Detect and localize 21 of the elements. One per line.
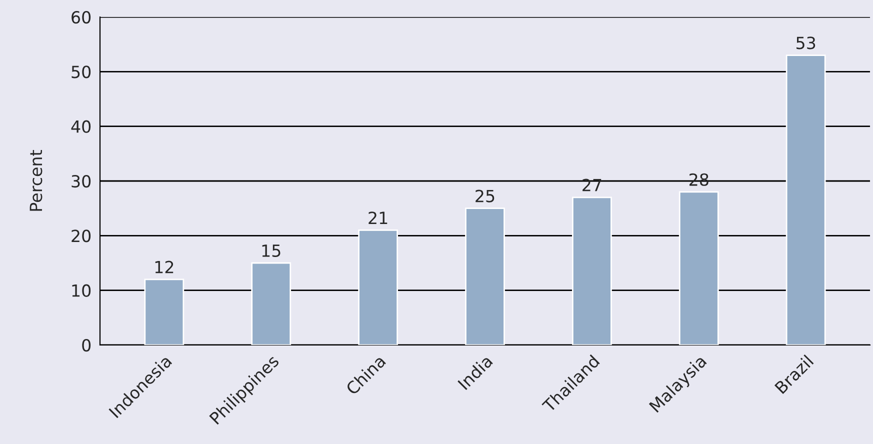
- bar: [251, 262, 292, 345]
- y-tick-label: 40: [71, 120, 91, 133]
- y-tick-label: 30: [72, 174, 91, 188]
- y-tick-label: 50: [72, 66, 91, 78]
- data-label: 27: [582, 178, 602, 192]
- bar: [358, 230, 398, 345]
- y-tick-label: 0: [82, 338, 91, 352]
- bar: [678, 191, 719, 345]
- data-label: 15: [262, 244, 280, 257]
- bar: [786, 54, 826, 345]
- y-axis-title: Percent: [30, 150, 42, 211]
- data-label: 25: [476, 190, 494, 202]
- y-tick-label: 20: [72, 230, 91, 242]
- data-label: 53: [796, 36, 816, 50]
- bar: [572, 196, 612, 345]
- y-tick-label: 60: [72, 10, 91, 24]
- bar: [465, 208, 505, 345]
- bar: [144, 278, 184, 345]
- data-label: 12: [155, 260, 174, 274]
- data-label: 21: [368, 212, 388, 224]
- y-tick-label: 10: [72, 284, 91, 297]
